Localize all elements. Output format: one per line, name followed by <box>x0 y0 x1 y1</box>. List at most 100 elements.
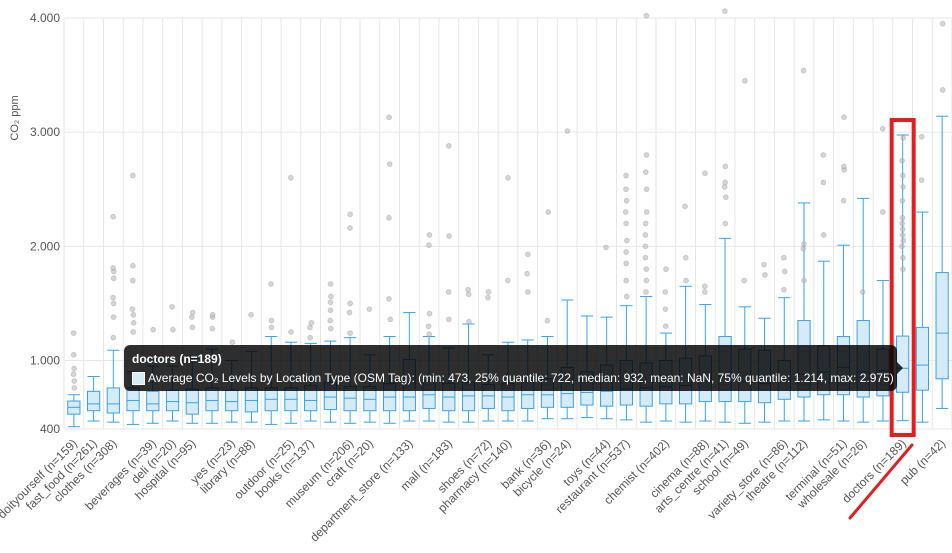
tooltip: doctors (n=189) Average CO₂ Levels by Lo… <box>124 345 897 391</box>
box-iqr <box>127 388 139 411</box>
outlier-point <box>919 134 924 139</box>
outlier-point <box>111 315 116 320</box>
outlier-point <box>801 246 806 251</box>
outlier-point <box>644 153 649 158</box>
outlier-point <box>782 269 787 274</box>
outlier-point <box>466 287 471 292</box>
outlier-point <box>525 252 530 257</box>
outlier-point <box>901 185 906 190</box>
outlier-point <box>781 255 786 260</box>
outlier-point <box>71 331 76 336</box>
outlier-point <box>901 267 906 272</box>
outlier-point <box>900 198 905 203</box>
outlier-point <box>131 320 136 325</box>
outlier-point <box>348 331 353 336</box>
outlier-point <box>801 68 806 73</box>
outlier-point <box>446 290 451 295</box>
outlier-point <box>387 162 392 167</box>
outlier-point <box>762 262 767 267</box>
box-0 <box>68 331 80 427</box>
box-2 <box>107 214 119 422</box>
outlier-point <box>684 278 689 283</box>
outlier-point <box>328 326 333 331</box>
outlier-point <box>347 310 352 315</box>
outlier-point <box>643 221 648 226</box>
outlier-point <box>170 304 175 309</box>
outlier-point <box>111 266 116 271</box>
outlier-point <box>525 271 530 276</box>
y-axis-label: CO₂ ppm <box>9 95 21 140</box>
box-iqr <box>166 390 178 411</box>
outlier-point <box>624 238 629 243</box>
box-23 <box>522 252 534 421</box>
outlier-point <box>189 315 194 320</box>
outlier-point <box>722 185 727 190</box>
outlier-point <box>702 284 707 289</box>
outlier-point <box>190 325 195 330</box>
outlier-point <box>269 318 274 323</box>
outlier-point <box>71 352 76 357</box>
outlier-point <box>900 221 905 226</box>
outlier-point <box>447 234 452 239</box>
outlier-point <box>309 320 314 325</box>
box-iqr <box>226 390 238 411</box>
outlier-point <box>446 317 451 322</box>
outlier-point <box>565 129 570 134</box>
outlier-point <box>288 175 293 180</box>
outlier-point <box>130 307 135 312</box>
outlier-point <box>269 282 274 287</box>
box-43 <box>916 134 928 422</box>
outlier-point <box>644 187 649 192</box>
outlier-point <box>643 255 648 260</box>
outlier-point <box>841 198 846 203</box>
outlier-point <box>663 290 668 295</box>
outlier-point <box>328 318 333 323</box>
box-27 <box>601 245 613 419</box>
outlier-point <box>663 307 668 312</box>
outlier-point <box>130 173 135 178</box>
outlier-point <box>860 290 865 295</box>
tooltip-text: Average CO₂ Levels by Location Type (OSM… <box>148 370 894 386</box>
outlier-point <box>210 326 215 331</box>
outlier-point <box>802 242 807 247</box>
outlier-point <box>111 335 116 340</box>
outlier-point <box>506 175 511 180</box>
outlier-point <box>644 290 649 295</box>
outlier-point <box>131 312 136 317</box>
outlier-point <box>703 171 708 176</box>
outlier-point <box>722 9 727 14</box>
y-tick-label: 1.000 <box>30 354 60 368</box>
outlier-point <box>900 244 905 249</box>
outlier-point <box>723 221 728 226</box>
box-14 <box>344 212 356 423</box>
box-iqr <box>916 327 928 390</box>
outlier-point <box>111 214 116 219</box>
outlier-point <box>446 143 451 148</box>
outlier-point <box>308 325 313 330</box>
outlier-point <box>427 233 432 238</box>
outlier-point <box>683 204 688 209</box>
outlier-point <box>644 13 649 18</box>
outlier-point <box>348 212 353 217</box>
outlier-point <box>683 255 688 260</box>
outlier-point <box>111 301 116 306</box>
outlier-point <box>624 221 629 226</box>
outlier-point <box>151 327 156 332</box>
outlier-point <box>72 386 77 391</box>
box-35 <box>758 262 770 422</box>
outlier-point <box>643 170 648 175</box>
outlier-point <box>230 340 235 345</box>
y-tick-label: 4.000 <box>30 11 60 25</box>
outlier-point <box>623 210 628 215</box>
box-iqr <box>147 391 159 410</box>
outlier-point <box>842 115 847 120</box>
outlier-point <box>900 158 905 163</box>
outlier-point <box>72 366 77 371</box>
outlier-point <box>328 282 333 287</box>
outlier-point <box>467 319 472 324</box>
outlier-point <box>940 88 945 93</box>
outlier-point <box>624 261 629 266</box>
outlier-point <box>111 276 116 281</box>
box-44 <box>936 21 948 408</box>
